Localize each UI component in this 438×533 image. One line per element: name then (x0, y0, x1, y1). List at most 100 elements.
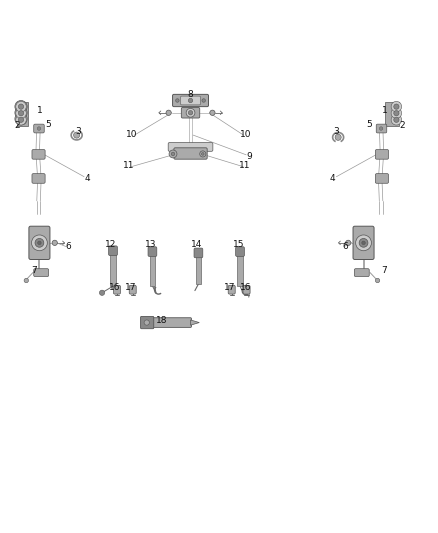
Text: 2: 2 (15, 121, 20, 130)
Text: 8: 8 (187, 90, 194, 99)
Text: 3: 3 (75, 127, 81, 136)
Text: 1: 1 (381, 106, 388, 115)
FancyBboxPatch shape (29, 226, 50, 260)
FancyBboxPatch shape (375, 150, 389, 159)
Bar (150, 254, 155, 286)
FancyBboxPatch shape (375, 174, 389, 183)
Text: 14: 14 (191, 240, 203, 249)
Circle shape (346, 240, 351, 246)
Circle shape (15, 101, 27, 113)
Circle shape (379, 127, 383, 130)
Circle shape (201, 152, 204, 155)
Circle shape (200, 151, 206, 157)
Circle shape (52, 240, 57, 246)
Circle shape (391, 108, 402, 118)
FancyBboxPatch shape (194, 248, 203, 258)
Circle shape (18, 110, 24, 116)
Text: 4: 4 (329, 174, 335, 182)
Text: 3: 3 (333, 127, 339, 136)
Circle shape (16, 108, 26, 118)
Bar (110, 253, 116, 286)
Circle shape (391, 115, 402, 125)
Circle shape (176, 99, 179, 102)
Text: 10: 10 (240, 130, 251, 139)
FancyBboxPatch shape (150, 318, 191, 327)
Circle shape (202, 99, 205, 102)
Circle shape (32, 235, 47, 251)
FancyBboxPatch shape (129, 285, 136, 294)
FancyBboxPatch shape (173, 94, 208, 107)
Circle shape (169, 150, 177, 158)
Text: 16: 16 (110, 282, 121, 292)
Circle shape (15, 113, 27, 125)
Circle shape (35, 238, 44, 247)
FancyBboxPatch shape (243, 285, 250, 294)
Text: 13: 13 (145, 240, 157, 249)
Circle shape (356, 235, 371, 251)
Text: 17: 17 (224, 282, 235, 292)
Circle shape (391, 101, 402, 112)
Circle shape (186, 108, 195, 117)
Circle shape (394, 110, 399, 116)
Circle shape (188, 98, 193, 103)
FancyBboxPatch shape (168, 142, 213, 151)
Polygon shape (385, 102, 399, 126)
FancyBboxPatch shape (353, 226, 374, 260)
Text: 5: 5 (45, 120, 51, 129)
Circle shape (15, 107, 27, 119)
FancyBboxPatch shape (148, 247, 157, 256)
Circle shape (188, 110, 193, 115)
Circle shape (38, 241, 41, 245)
FancyBboxPatch shape (174, 148, 207, 159)
Circle shape (99, 290, 105, 295)
Circle shape (16, 115, 26, 125)
Circle shape (394, 104, 399, 109)
FancyBboxPatch shape (34, 124, 44, 133)
Text: 18: 18 (156, 316, 168, 325)
Text: 11: 11 (123, 161, 134, 170)
Text: 1: 1 (36, 106, 42, 115)
Text: 12: 12 (105, 240, 116, 249)
Circle shape (16, 101, 26, 112)
FancyBboxPatch shape (180, 96, 201, 105)
Circle shape (144, 320, 149, 325)
Text: 7: 7 (381, 265, 388, 274)
Circle shape (171, 152, 175, 156)
FancyBboxPatch shape (32, 174, 45, 183)
Bar (196, 255, 201, 284)
FancyBboxPatch shape (109, 246, 117, 255)
Circle shape (24, 278, 28, 282)
Circle shape (18, 117, 24, 123)
Circle shape (362, 241, 365, 245)
Bar (237, 254, 243, 286)
Circle shape (74, 132, 80, 138)
FancyBboxPatch shape (34, 269, 49, 277)
FancyBboxPatch shape (113, 285, 120, 294)
Text: 2: 2 (399, 121, 405, 130)
Circle shape (375, 278, 380, 282)
FancyBboxPatch shape (228, 285, 235, 294)
Text: 5: 5 (366, 120, 372, 129)
Circle shape (394, 117, 399, 123)
Circle shape (37, 127, 41, 130)
Circle shape (166, 110, 171, 115)
Circle shape (359, 238, 368, 247)
Polygon shape (191, 320, 199, 325)
Text: 7: 7 (31, 265, 37, 274)
Text: 10: 10 (126, 130, 137, 139)
FancyBboxPatch shape (236, 247, 244, 256)
Text: 11: 11 (239, 161, 250, 170)
Text: 15: 15 (233, 240, 244, 249)
Circle shape (18, 104, 24, 109)
FancyBboxPatch shape (376, 124, 387, 133)
Text: 9: 9 (246, 151, 252, 160)
Text: 17: 17 (125, 282, 136, 292)
Text: 4: 4 (85, 174, 90, 182)
FancyBboxPatch shape (354, 269, 369, 277)
FancyBboxPatch shape (141, 317, 154, 329)
FancyBboxPatch shape (32, 150, 45, 159)
Text: 6: 6 (65, 243, 71, 251)
Polygon shape (17, 102, 28, 126)
Circle shape (210, 110, 215, 115)
Text: 16: 16 (240, 282, 251, 292)
